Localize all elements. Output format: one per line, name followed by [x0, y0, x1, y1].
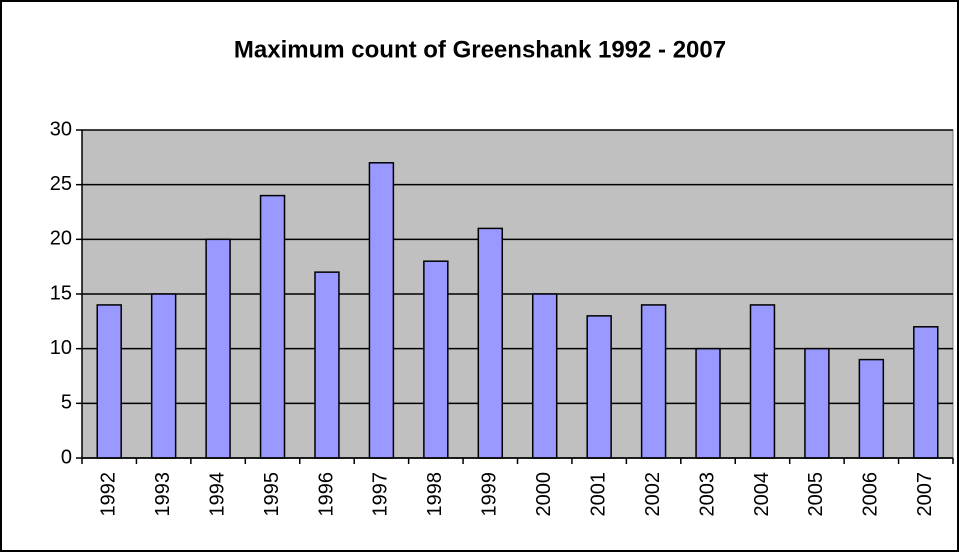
bar: [150, 293, 177, 459]
x-tick-label: 2006: [860, 472, 882, 517]
x-tick-label: 1995: [261, 472, 283, 517]
x-tick-label: 2004: [751, 472, 773, 517]
x-tick-label: 1997: [370, 472, 392, 517]
y-tick-label: 5: [61, 392, 72, 414]
bar: [368, 162, 395, 459]
y-tick-label: 30: [50, 118, 72, 140]
bar: [423, 260, 449, 459]
x-tick-label: 2005: [805, 472, 827, 517]
bar: [586, 315, 612, 459]
bar: [531, 293, 558, 459]
x-tick-label: 2000: [533, 472, 555, 517]
bar: [913, 326, 939, 459]
bar: [858, 358, 885, 459]
bar: [96, 304, 122, 459]
y-tick-label: 20: [50, 228, 72, 250]
x-tick-label: 1996: [315, 472, 337, 517]
bar: [804, 347, 830, 459]
y-tick-label: 25: [50, 173, 72, 195]
x-tick-label: 1994: [206, 472, 228, 517]
y-tick-label: 10: [50, 337, 72, 359]
bar: [695, 347, 721, 459]
chart-title: Maximum count of Greenshank 1992 - 2007: [234, 36, 726, 63]
x-tick-label: 1992: [98, 472, 120, 517]
y-tick-label: 15: [50, 282, 72, 304]
bar: [314, 271, 340, 459]
bar: [749, 304, 776, 459]
bar: [477, 227, 504, 459]
x-tick-label: 1998: [424, 472, 446, 517]
x-tick-label: 2007: [914, 472, 936, 517]
x-tick-label: 1993: [152, 472, 174, 517]
y-tick-label: 0: [61, 446, 72, 468]
x-tick-label: 2002: [642, 472, 664, 517]
x-tick-label: 2003: [696, 472, 718, 517]
x-tick-label: 1999: [479, 472, 501, 517]
x-tick-label: 2001: [587, 472, 609, 517]
bar: [205, 238, 231, 459]
bar: [259, 194, 286, 459]
bar: [640, 304, 667, 459]
